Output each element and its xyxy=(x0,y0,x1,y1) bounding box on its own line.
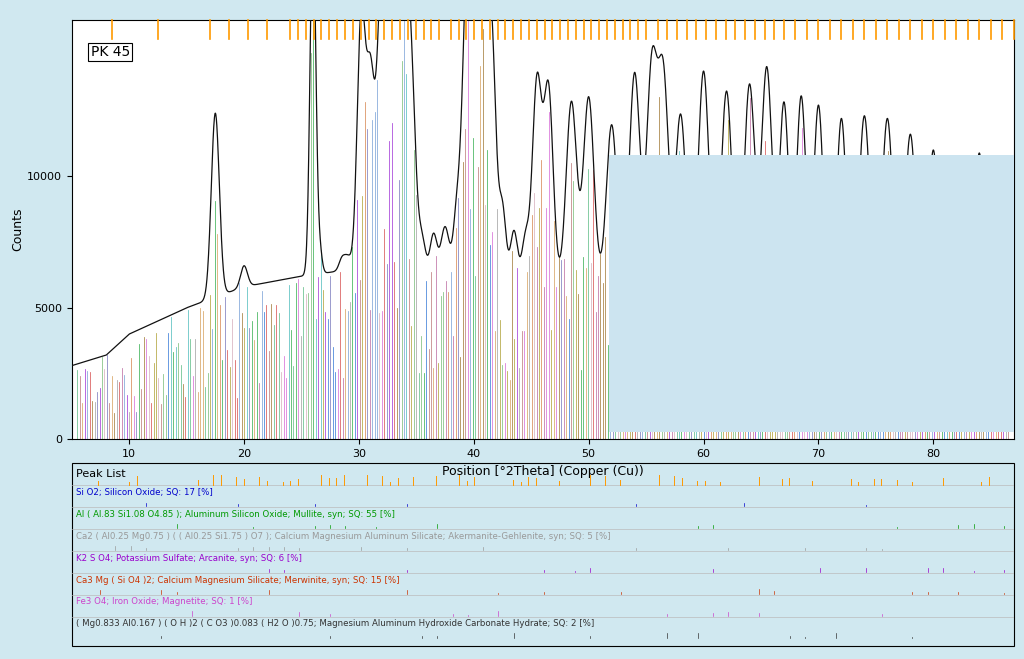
Wedge shape xyxy=(708,295,812,384)
Wedge shape xyxy=(708,207,812,292)
Wedge shape xyxy=(760,188,922,399)
Text: Al ( Al.83 Si1.08 O4.85 ); Aluminum Silicon Oxide; Mullite, syn; SQ: 55 [%]: Al ( Al.83 Si1.08 O4.85 ); Aluminum Sili… xyxy=(77,510,395,519)
Text: ( Mg0.833 Al0.167 ) ( O H )2 ( C O3 )0.083 ( H2 O )0.75; Magnesium Aluminum Hydr: ( Mg0.833 Al0.167 ) ( O H )2 ( C O3 )0.0… xyxy=(77,619,595,629)
Wedge shape xyxy=(784,186,814,291)
Text: Peak List: Peak List xyxy=(77,469,126,479)
Text: 1 %: 1 % xyxy=(874,304,891,314)
Wedge shape xyxy=(752,190,813,291)
Text: Ca3 Mg ( Si O4 )2; Calcium Magnesium Silicate; Merwinite, syn; SQ: 15 [%]: Ca3 Mg ( Si O4 )2; Calcium Magnesium Sil… xyxy=(77,575,400,585)
Text: K2 S O4; Potassium Sulfate; Arcanite, syn; SQ: 6 [%]: K2 S O4; Potassium Sulfate; Arcanite, sy… xyxy=(77,554,302,563)
Text: 2 %: 2 % xyxy=(880,278,896,287)
Text: Ca2 ( Al0.25 Mg0.75 ) ( ( Al0.25 Si1.75 ) O7 ); Calcium Magnesium Aluminum Silic: Ca2 ( Al0.25 Mg0.75 ) ( ( Al0.25 Si1.75 … xyxy=(77,532,611,541)
Text: 16.3 %: 16.3 % xyxy=(868,236,897,245)
Text: 14.9 %: 14.9 % xyxy=(852,341,882,351)
Text: Fe3 O4; Iron Oxide; Magnetite; SQ: 1 [%]: Fe3 O4; Iron Oxide; Magnetite; SQ: 1 [%] xyxy=(77,598,253,606)
Text: 64.6 %: 64.6 % xyxy=(741,236,771,245)
Y-axis label: Counts: Counts xyxy=(11,208,25,251)
X-axis label: Position [°2Theta] (Copper (Cu)): Position [°2Theta] (Copper (Cu)) xyxy=(441,465,644,478)
Text: Si O2; Silicon Oxide; SQ: 17 [%]: Si O2; Silicon Oxide; SQ: 17 [%] xyxy=(77,488,213,497)
Text: 5.9 %: 5.9 % xyxy=(818,368,842,377)
Wedge shape xyxy=(707,289,812,302)
Wedge shape xyxy=(707,283,812,293)
Text: 5 %: 5 % xyxy=(774,368,791,377)
Text: PK 45: PK 45 xyxy=(90,45,130,59)
